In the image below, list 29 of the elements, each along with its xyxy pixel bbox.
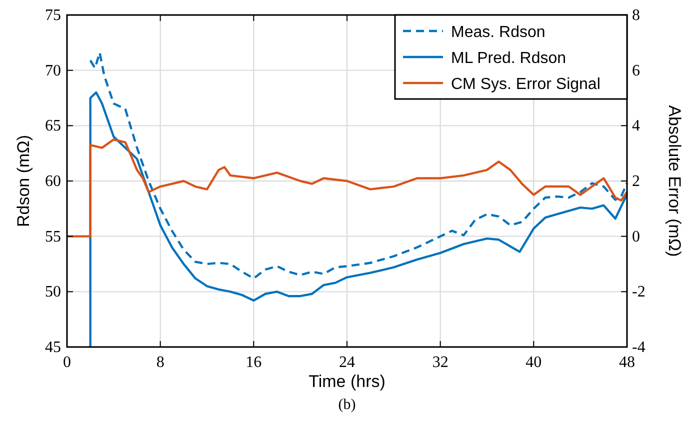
text: (b) [338, 397, 356, 413]
y2-tick-label: -4 [632, 339, 646, 356]
y-tick-label: 65 [45, 118, 61, 135]
x-tick-label: 8 [156, 354, 164, 371]
x-tick-label: 24 [339, 354, 355, 371]
x-tick-label: 40 [526, 354, 542, 371]
y2-tick-label: 0 [632, 228, 640, 246]
legend-label: CM Sys. Error Signal [451, 76, 600, 93]
legend-label: ML Pred. Rdson [451, 50, 566, 67]
y2-tick-label: 6 [632, 62, 640, 80]
line-series [66, 138, 628, 238]
y-tick-label: 60 [45, 173, 61, 190]
x-tick-label: 48 [619, 354, 635, 371]
y2-tick-label: 8 [632, 7, 640, 24]
y-tick-label: 45 [45, 339, 61, 356]
legend-label: Meas. Rdson [451, 24, 546, 41]
y2-tick-label: 4 [632, 118, 640, 135]
y2-tick-label: -2 [632, 284, 646, 301]
x-axis-title: Time (hrs) [308, 372, 386, 391]
x-tick-label: 0 [63, 354, 71, 371]
y2-tick-label: 2 [632, 173, 640, 190]
x-tick-label: 16 [246, 354, 262, 371]
y2-axis-title: Absolute Error (mΩ) [665, 105, 684, 257]
x-tick-label: 32 [432, 354, 448, 371]
y-tick-label: 50 [45, 284, 61, 301]
y-axis-title: Rdson (mΩ) [14, 134, 33, 228]
y-tick-label: 55 [45, 228, 61, 246]
y-tick-label: 70 [45, 62, 61, 80]
y-tick-label: 75 [45, 7, 61, 24]
